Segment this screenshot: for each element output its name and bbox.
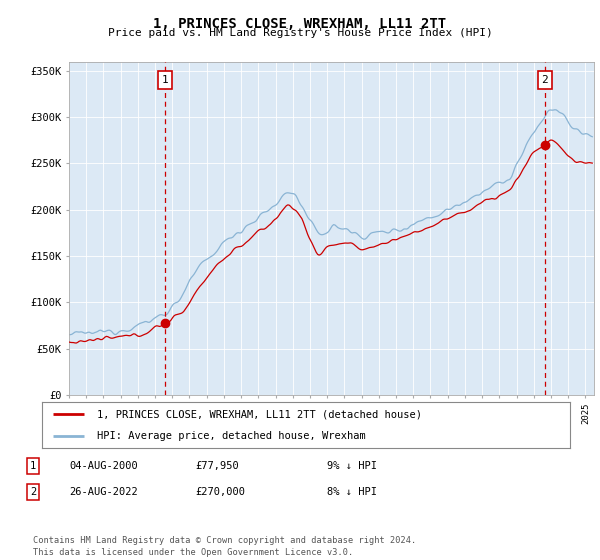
Text: 2: 2 — [542, 75, 548, 85]
Text: 1, PRINCES CLOSE, WREXHAM, LL11 2TT (detached house): 1, PRINCES CLOSE, WREXHAM, LL11 2TT (det… — [97, 409, 422, 419]
Text: 9% ↓ HPI: 9% ↓ HPI — [327, 461, 377, 471]
Text: Price paid vs. HM Land Registry's House Price Index (HPI): Price paid vs. HM Land Registry's House … — [107, 28, 493, 38]
Text: £270,000: £270,000 — [195, 487, 245, 497]
Text: HPI: Average price, detached house, Wrexham: HPI: Average price, detached house, Wrex… — [97, 431, 366, 441]
Text: £77,950: £77,950 — [195, 461, 239, 471]
Text: 1: 1 — [162, 75, 169, 85]
Text: 26-AUG-2022: 26-AUG-2022 — [69, 487, 138, 497]
Text: Contains HM Land Registry data © Crown copyright and database right 2024.
This d: Contains HM Land Registry data © Crown c… — [33, 536, 416, 557]
Text: 04-AUG-2000: 04-AUG-2000 — [69, 461, 138, 471]
Text: 1, PRINCES CLOSE, WREXHAM, LL11 2TT: 1, PRINCES CLOSE, WREXHAM, LL11 2TT — [154, 17, 446, 31]
Text: 1: 1 — [30, 461, 36, 471]
Text: 2: 2 — [30, 487, 36, 497]
Text: 8% ↓ HPI: 8% ↓ HPI — [327, 487, 377, 497]
